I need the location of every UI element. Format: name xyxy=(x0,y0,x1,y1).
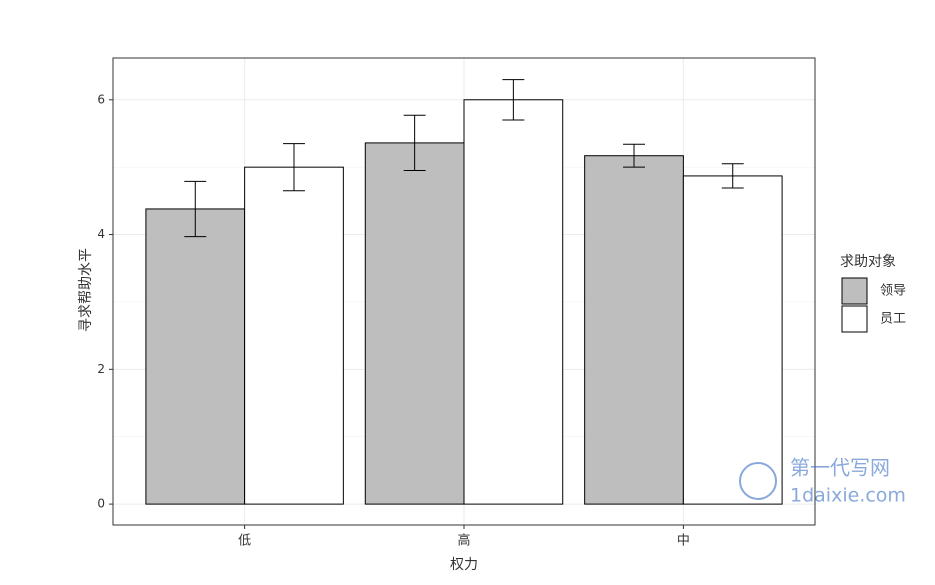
plot-border xyxy=(112,57,816,526)
x-tick-label: 低 xyxy=(238,534,251,549)
x-tick-label: 中 xyxy=(677,534,690,549)
x-tick-label: 高 xyxy=(457,533,470,549)
y-axis-title: 寻求帮助水平 xyxy=(78,248,94,332)
y-tick-label: 6 xyxy=(97,92,105,106)
watermark-logo xyxy=(739,462,777,500)
bar xyxy=(364,142,465,505)
y-tick-label: 2 xyxy=(97,362,105,376)
bar xyxy=(584,155,684,505)
legend-title: 求助对象 xyxy=(840,254,896,270)
bar xyxy=(463,99,564,505)
y-tick-label: 0 xyxy=(97,497,105,511)
x-axis-title: 权力 xyxy=(450,557,478,573)
bar xyxy=(682,175,783,505)
watermark: 第一代写网 1daixie.com xyxy=(739,456,906,507)
legend-label: 员工 xyxy=(880,312,906,327)
legend-key xyxy=(841,277,868,305)
bar xyxy=(244,166,344,505)
watermark-text: 第一代写网 xyxy=(790,456,890,480)
y-tick-label: 4 xyxy=(97,227,105,241)
legend-label: 领导 xyxy=(880,284,906,299)
bar xyxy=(145,208,246,505)
watermark-text: 1daixie.com xyxy=(790,485,906,507)
legend-key xyxy=(841,305,868,333)
